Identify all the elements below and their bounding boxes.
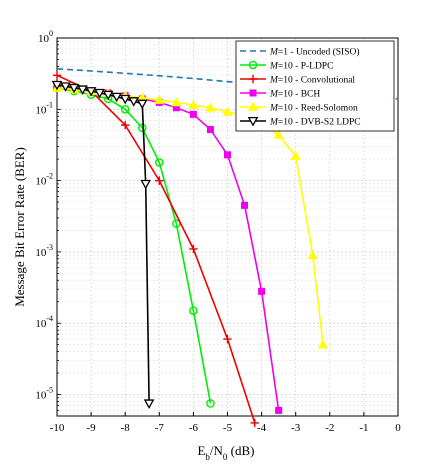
y-tick-label: 10-1 <box>35 100 53 116</box>
data-point <box>102 90 114 101</box>
data-point <box>258 287 266 295</box>
x-tick-label: -9 <box>87 422 97 434</box>
series-line <box>56 84 150 404</box>
x-tick-label: -10 <box>50 422 65 434</box>
series-3 <box>52 71 259 428</box>
series-4 <box>53 84 283 414</box>
y-axis-title: Message Bit Error Rate (BER) <box>12 147 27 307</box>
series-2 <box>52 83 215 408</box>
legend: M=1 - Uncoded (SISO) M=10 - P-LDPC M=10 - … <box>235 40 395 132</box>
data-point <box>273 129 284 139</box>
x-axis-title: Eb/N0 (dB) <box>197 443 254 462</box>
legend-label: M=10 - Convolutional <box>269 76 355 86</box>
y-tick-label: 10-5 <box>35 386 53 402</box>
legend-marker <box>248 74 258 84</box>
series-group <box>51 68 399 428</box>
data-point <box>317 339 329 349</box>
x-tick-label: -4 <box>257 422 267 434</box>
data-point <box>128 97 140 107</box>
data-point <box>189 110 197 118</box>
legend-label: M=10 - Reed-Solomon <box>269 104 358 114</box>
legend-label: M=10 - DVB-S2 LDPC <box>269 118 361 128</box>
data-point <box>222 106 233 116</box>
x-tick-label: -1 <box>359 422 368 434</box>
data-point <box>250 418 259 428</box>
legend-label: M=10 - BCH <box>269 90 320 100</box>
data-point <box>224 151 231 159</box>
data-point <box>205 102 216 112</box>
series-6 <box>51 80 155 409</box>
data-point <box>189 306 198 315</box>
x-tick-label: -7 <box>155 422 165 434</box>
data-point <box>137 123 147 133</box>
x-tick-label: -6 <box>189 422 199 434</box>
legend-box <box>235 40 395 132</box>
y-tick-label: 10-3 <box>35 243 53 259</box>
y-tick-label: 10-2 <box>35 172 53 188</box>
data-point <box>189 244 198 254</box>
legend-label: M=1 - Uncoded (SISO) <box>269 47 360 58</box>
series-line <box>56 74 256 424</box>
legend-marker <box>248 60 258 70</box>
data-point <box>307 249 318 260</box>
y-tick-label: 10-4 <box>35 314 53 330</box>
data-point <box>60 82 71 92</box>
series-line <box>56 87 212 404</box>
data-point <box>52 71 62 80</box>
x-tick-label: -5 <box>223 422 233 434</box>
data-point <box>223 334 232 344</box>
x-tick-label: -8 <box>121 422 131 434</box>
legend-label: M=10 - P-LDPC <box>269 62 333 72</box>
data-point <box>136 99 148 110</box>
data-point <box>77 85 88 95</box>
legend-marker <box>249 89 257 97</box>
x-tick-label: 0 <box>395 422 401 434</box>
data-point <box>51 80 63 91</box>
legend-marker <box>247 101 259 111</box>
axis-ticks: -10 -9 -8 -7 -6 -5 -4 -3 -2 -1 010010-110-210-310-… <box>35 29 401 434</box>
data-point <box>154 158 164 167</box>
data-point <box>188 99 199 109</box>
data-point <box>119 94 131 105</box>
data-point <box>140 179 151 190</box>
data-point <box>206 126 214 134</box>
data-point <box>171 97 182 107</box>
data-point <box>290 150 301 161</box>
data-point <box>206 399 215 408</box>
data-point <box>275 406 283 414</box>
legend-marker <box>247 116 259 127</box>
data-point <box>68 83 80 94</box>
y-tick-label: 100 <box>38 29 53 45</box>
x-tick-label: -2 <box>325 422 334 434</box>
data-point <box>241 201 249 209</box>
x-tick-label: -3 <box>291 422 301 434</box>
series-line <box>56 87 280 411</box>
data-point <box>111 92 122 103</box>
data-point <box>94 88 105 99</box>
data-point <box>155 176 164 185</box>
data-point <box>120 105 130 114</box>
data-point <box>121 120 130 130</box>
data-point <box>154 94 165 104</box>
data-point <box>85 87 97 97</box>
data-point <box>143 399 155 409</box>
